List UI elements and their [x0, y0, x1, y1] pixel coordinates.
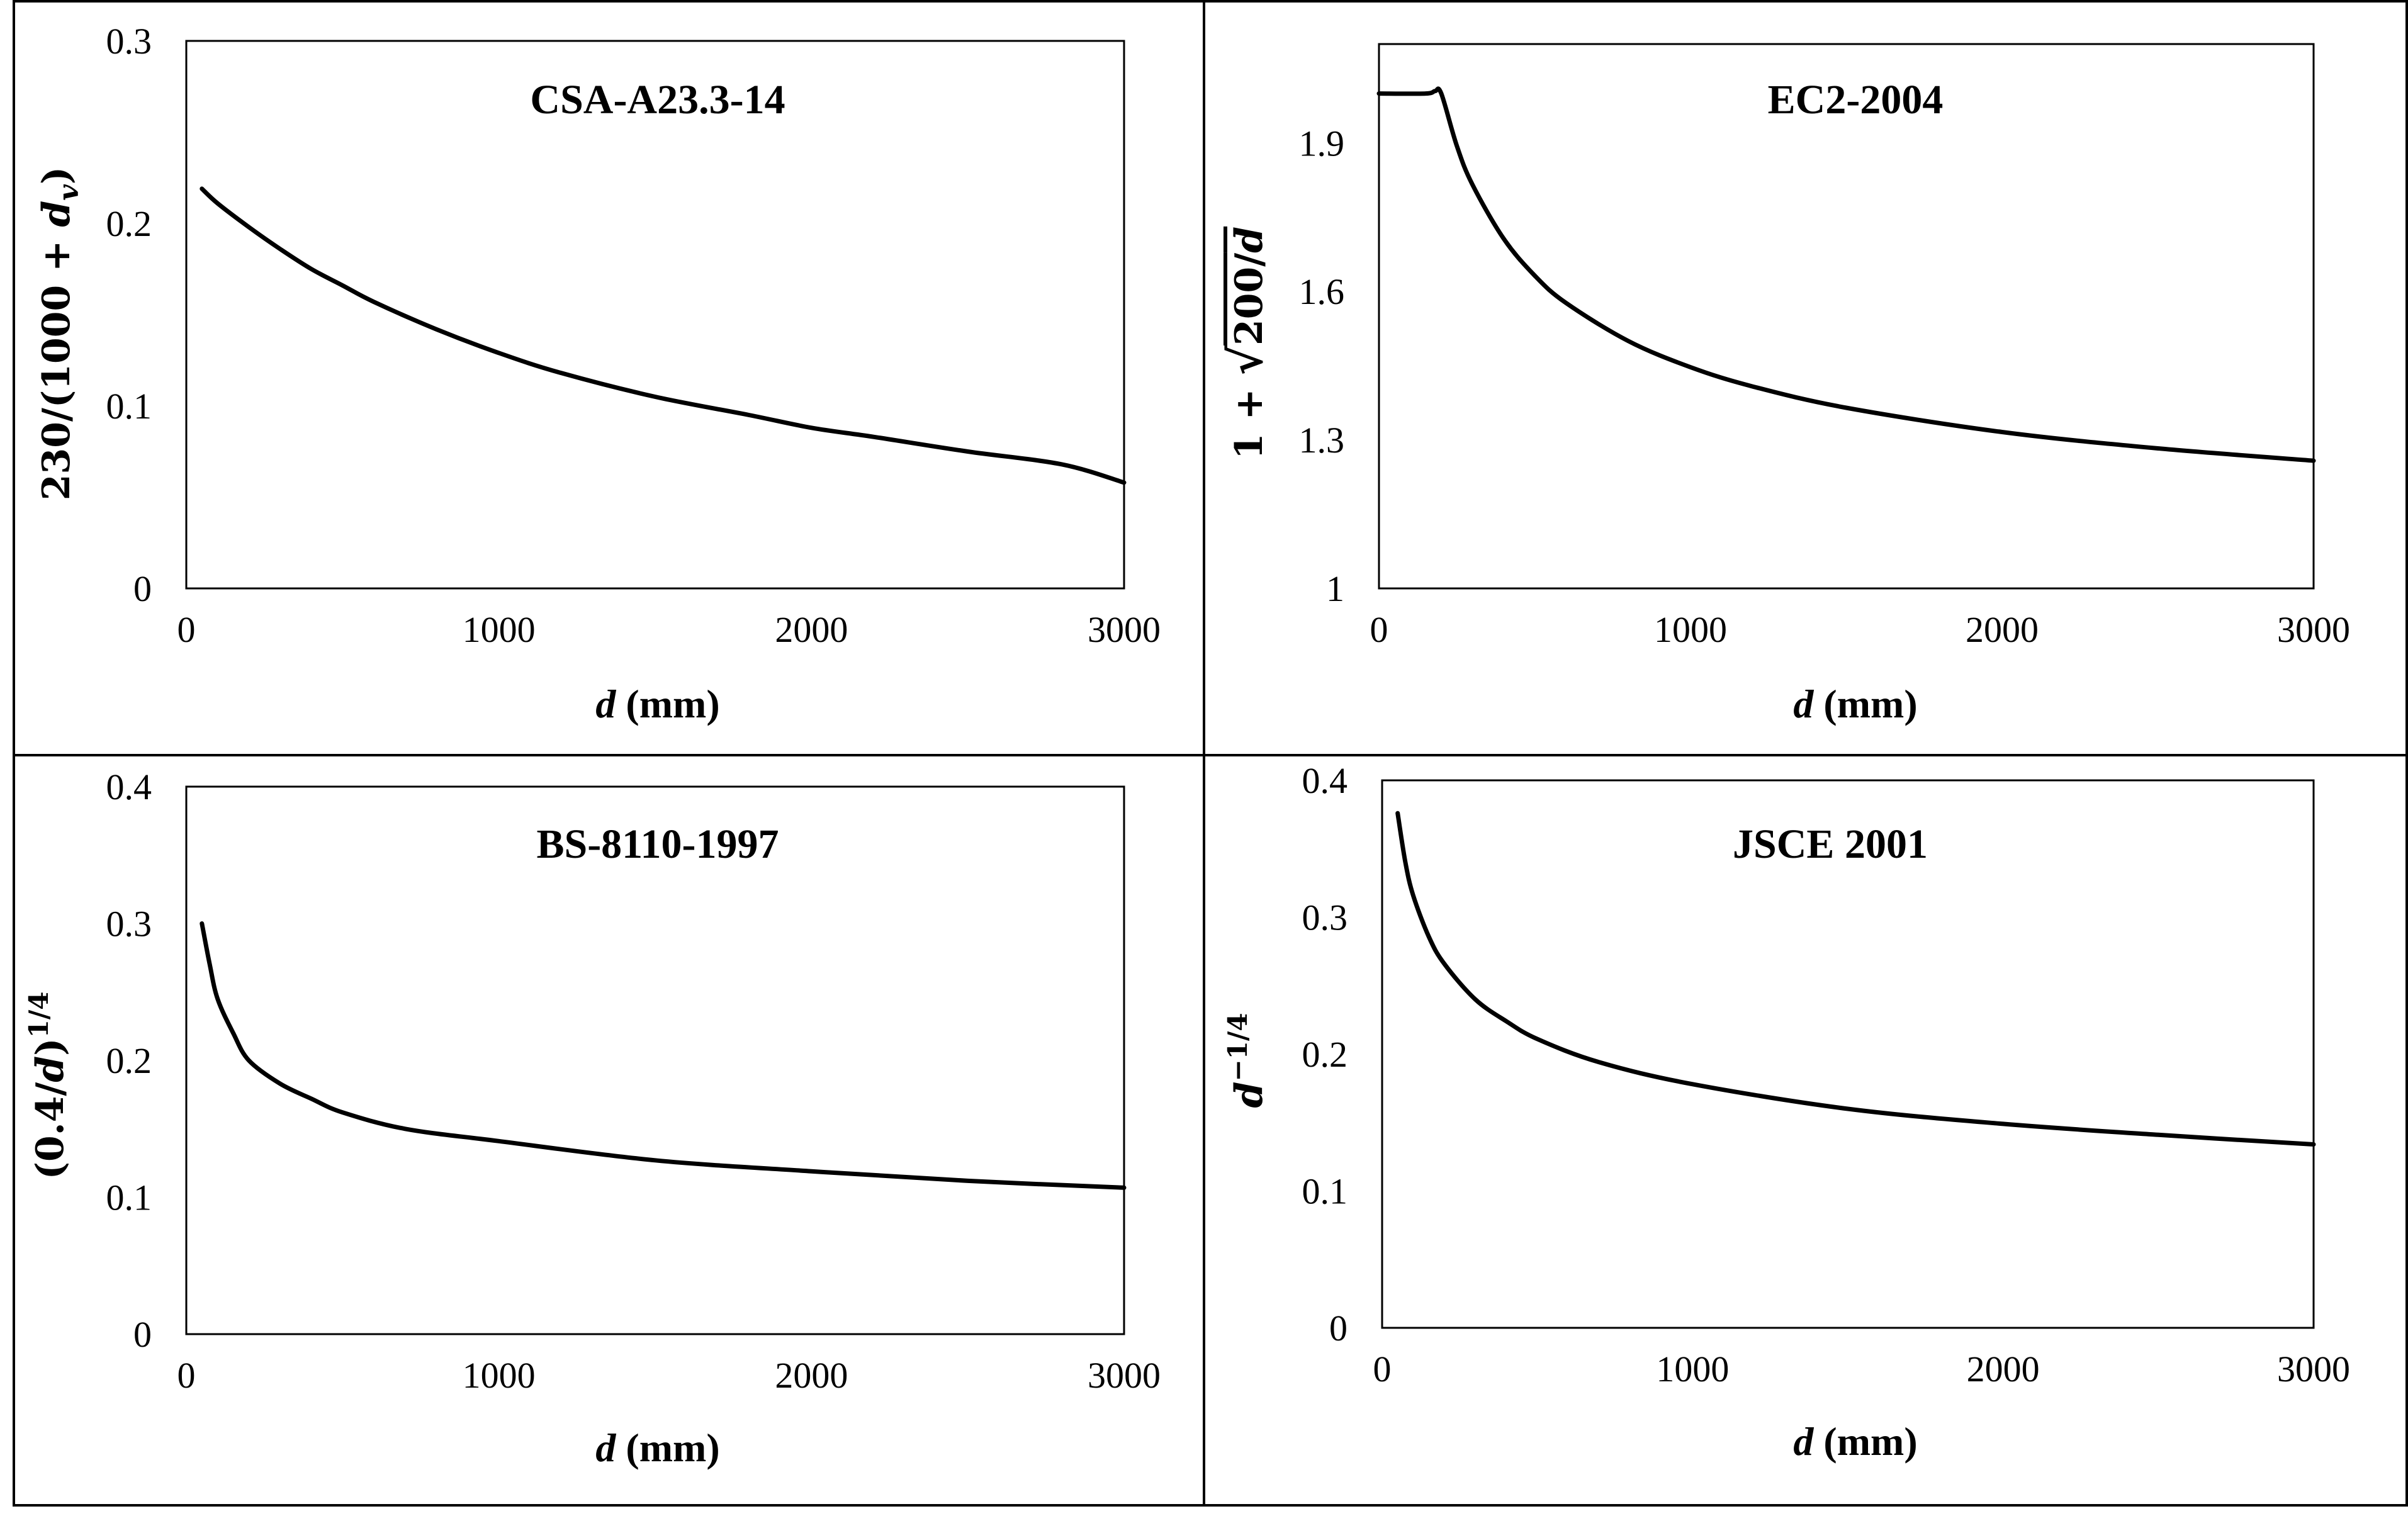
x-axis-label-csa: d (mm)	[595, 682, 719, 726]
y-tick-label-bs: 0.4	[106, 766, 152, 807]
x-tick-label-bs: 1000	[463, 1355, 536, 1396]
y-label-bs-sup: 1/4	[23, 992, 54, 1038]
y-tick-label-csa: 0.1	[106, 386, 152, 427]
x-axis-label-ec2: d (mm)	[1793, 682, 1917, 726]
y-tick-label-bs: 0.1	[106, 1177, 152, 1218]
y-axis-label-csa: 230/(1000 + dv)	[35, 167, 85, 501]
panel-csa-marks: 0 1000 2000 3000 0 0.1 0.2 0.3	[106, 21, 1161, 650]
x-tick-label-jsce: 2000	[1967, 1349, 2040, 1390]
panel-ec2-marks: 0 1000 2000 3000 1 1.3 1.6 1.9	[1299, 43, 2350, 650]
panel-jsce-marks: 0 1000 2000 3000 0 0.1 0.2 0.3 0.4	[1302, 760, 2351, 1390]
x-label-ec2-unit: (mm)	[1813, 682, 1917, 726]
series-line-ec2	[1376, 86, 2316, 463]
x-label-bs-unit: (mm)	[616, 1425, 719, 1470]
x-label-jsce-unit: (mm)	[1813, 1419, 1917, 1464]
svg-text:d−1/4: d−1/4	[1222, 1013, 1271, 1108]
y-label-bs-tail: )	[28, 1038, 72, 1055]
x-tick-label-ec2: 0	[1370, 609, 1388, 650]
y-axis-label-bs: (0.4/d)1/4	[23, 992, 72, 1180]
series-line-csa	[200, 186, 1127, 485]
y-label-csa-main: 230/(1000 +	[35, 227, 79, 501]
x-axis-label-bs: d (mm)	[595, 1425, 719, 1470]
y-label-csa-tail: )	[35, 167, 79, 184]
y-tick-label-csa: 0.3	[106, 21, 152, 62]
y-tick-label-jsce: 0.1	[1302, 1171, 1348, 1212]
x-tick-label-ec2: 2000	[1966, 609, 2039, 650]
chart-title-csa: CSA-A23.3-14	[530, 77, 785, 123]
y-axis-label-ec2: 1 + √200/d	[1219, 227, 1273, 459]
x-label-csa-unit: (mm)	[616, 682, 719, 726]
y-tick-label-bs: 0.3	[106, 904, 152, 945]
y-label-ec2-lead: 1 +	[1227, 375, 1271, 459]
y-tick-label-bs: 0	[133, 1314, 152, 1355]
y-label-ec2-var: d	[1227, 227, 1271, 253]
chart-title-bs: BS-8110-1997	[536, 821, 779, 867]
x-tick-label-ec2: 3000	[2277, 609, 2350, 650]
x-label-bs-var: d	[595, 1425, 616, 1470]
y-tick-label-csa: 0	[133, 568, 152, 609]
y-tick-label-ec2: 1.6	[1299, 271, 1345, 312]
x-axis-label-jsce: d (mm)	[1793, 1419, 1917, 1464]
y-tick-label-csa: 0.2	[106, 203, 152, 244]
figure-border	[13, 0, 2408, 1507]
y-tick-label-jsce: 0	[1329, 1308, 1347, 1349]
x-tick-label-bs: 3000	[1088, 1355, 1161, 1396]
x-tick-label-jsce: 3000	[2277, 1349, 2350, 1390]
svg-text:(0.4/d)1/4: (0.4/d)1/4	[23, 992, 72, 1180]
x-label-jsce-var: d	[1793, 1419, 1814, 1464]
figure-grid	[13, 0, 2408, 1507]
plot-area-ec2	[1378, 43, 2315, 590]
x-tick-label-ec2: 1000	[1654, 609, 1727, 650]
y-tick-label-jsce: 0.3	[1302, 897, 1348, 938]
y-tick-label-ec2: 1.3	[1299, 420, 1345, 461]
x-tick-label-csa: 1000	[463, 609, 536, 650]
x-tick-label-jsce: 0	[1373, 1349, 1392, 1390]
panel-csa: 0 1000 2000 3000 0 0.1 0.2 0.3 CSA-A23.3-14 230…	[35, 21, 1161, 726]
y-axis-label-jsce: d−1/4	[1222, 1013, 1271, 1108]
series-line-jsce	[1395, 811, 2316, 1147]
plot-area-csa	[185, 40, 1125, 590]
x-tick-label-csa: 0	[177, 609, 196, 650]
y-label-ec2-root: √	[1219, 345, 1273, 375]
svg-text:1 + √200/d: 1 + √200/d	[1219, 227, 1273, 459]
y-label-jsce-var: d	[1227, 1082, 1271, 1108]
x-tick-label-bs: 0	[177, 1355, 196, 1396]
y-tick-label-jsce: 0.2	[1302, 1034, 1348, 1075]
x-tick-label-csa: 3000	[1088, 609, 1161, 650]
panel-ec2: 0 1000 2000 3000 1 1.3 1.6 1.9 EC2-2004 1 + √20…	[1219, 43, 2350, 726]
series-line-bs	[200, 921, 1127, 1190]
y-tick-label-ec2: 1.9	[1299, 123, 1345, 164]
y-label-ec2-rad: 200/	[1227, 253, 1271, 345]
y-label-bs-var: d	[28, 1056, 72, 1082]
x-tick-label-bs: 2000	[775, 1355, 848, 1396]
y-tick-label-bs: 0.2	[106, 1040, 152, 1081]
chart-title-jsce: JSCE 2001	[1733, 821, 1928, 867]
plot-area-bs	[185, 785, 1125, 1335]
panel-bs-marks: 0 1000 2000 3000 0 0.1 0.2 0.3 0.4	[106, 766, 1161, 1396]
x-label-ec2-var: d	[1793, 682, 1814, 726]
x-tick-label-jsce: 1000	[1656, 1349, 1729, 1390]
y-label-bs-lead: (0.4/	[28, 1082, 72, 1180]
plot-area-jsce	[1381, 779, 2315, 1329]
y-tick-label-ec2: 1	[1326, 568, 1344, 609]
y-label-csa-var: d	[35, 201, 79, 227]
y-tick-label-jsce: 0.4	[1302, 760, 1348, 801]
chart-title-ec2: EC2-2004	[1768, 77, 1944, 123]
y-label-jsce-sup: −1/4	[1222, 1013, 1253, 1082]
x-label-csa-var: d	[595, 682, 616, 726]
svg-text:230/(1000 + dv): 230/(1000 + dv)	[35, 167, 85, 501]
x-tick-label-csa: 2000	[775, 609, 848, 650]
y-label-csa-sub: v	[53, 184, 85, 201]
